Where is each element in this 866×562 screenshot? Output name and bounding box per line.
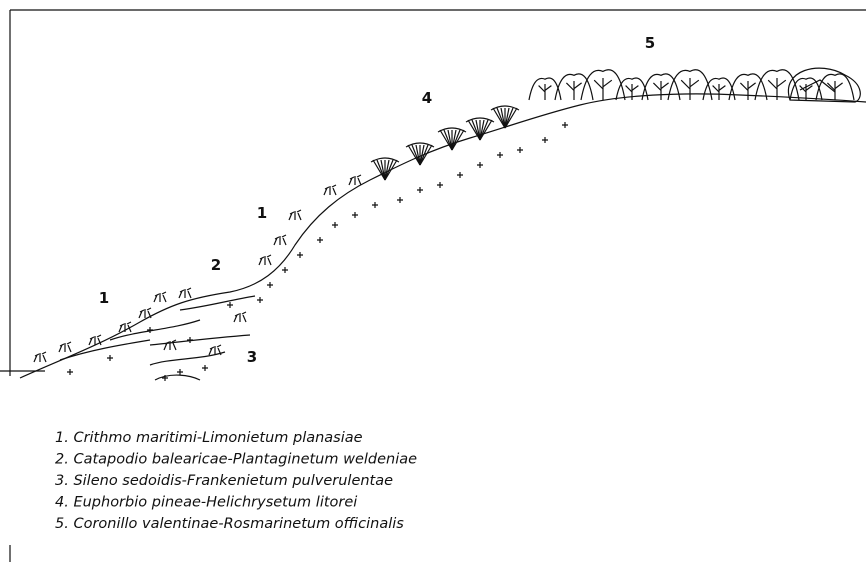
shrub — [528, 77, 562, 101]
cross — [542, 137, 548, 143]
tuft — [411, 144, 421, 166]
tuft — [439, 129, 453, 151]
rock-ledges — [59, 295, 256, 381]
tuft — [384, 159, 390, 181]
zone-label: 4 — [422, 89, 432, 107]
shrub — [815, 73, 855, 101]
legend: 1. Crithmo maritimi-Limonietum planasiae… — [55, 430, 417, 532]
cushion — [58, 341, 72, 353]
zone-label: 3 — [247, 348, 257, 366]
shrub — [641, 73, 681, 101]
tuft — [475, 119, 481, 141]
tuft — [372, 159, 386, 181]
cushion — [88, 334, 102, 346]
cushion — [288, 209, 302, 221]
cross — [517, 147, 523, 153]
shrub — [789, 77, 823, 101]
tuft — [380, 159, 386, 181]
tuft-top — [405, 142, 435, 148]
cross — [147, 327, 153, 333]
tuft-top — [370, 157, 400, 163]
tuft-top — [490, 105, 520, 111]
vegetation — [33, 67, 861, 381]
cushion — [118, 321, 132, 333]
tuft — [479, 119, 493, 141]
tuft — [419, 144, 433, 166]
shrub — [728, 73, 768, 101]
cross — [257, 297, 263, 303]
shrub — [667, 69, 713, 101]
shrub — [580, 69, 626, 101]
shrub — [615, 77, 649, 101]
tuft — [492, 107, 506, 129]
legend-item: 1. Crithmo maritimi-Limonietum planasiae — [55, 430, 363, 446]
legend-item: 5. Coronillo valentinae-Rosmarinetum off… — [55, 516, 404, 532]
cross — [297, 252, 303, 258]
zone-label: 1 — [257, 204, 267, 222]
tuft-top — [437, 127, 467, 133]
cross — [437, 182, 443, 188]
cross — [477, 162, 483, 168]
cross — [457, 172, 463, 178]
cross — [397, 197, 403, 203]
tuft — [467, 119, 481, 141]
cross — [177, 369, 183, 375]
zone-label: 1 — [99, 289, 109, 307]
cross — [497, 152, 503, 158]
cross — [372, 202, 378, 208]
cross — [162, 375, 168, 381]
cross — [317, 237, 323, 243]
cross — [187, 337, 193, 343]
tuft — [451, 129, 457, 151]
legend-item: 2. Catapodio balearicae-Plantaginetum we… — [55, 452, 417, 468]
cross — [267, 282, 273, 288]
tuft — [500, 107, 506, 129]
cross — [202, 365, 208, 371]
cross — [332, 222, 338, 228]
tuft — [471, 119, 481, 141]
tuft — [479, 119, 485, 141]
ground-profile — [19, 93, 866, 379]
cross — [107, 355, 113, 361]
legend-item: 3. Sileno sedoidis-Frankenietum pulverul… — [55, 473, 393, 489]
cushion — [178, 287, 192, 299]
tuft-top — [465, 117, 495, 123]
cushion — [348, 174, 362, 186]
zone-labels: 5 4 1 2 1 3 — [99, 34, 655, 366]
cushion — [233, 311, 247, 323]
tuft — [407, 144, 421, 166]
cross — [352, 212, 358, 218]
cross — [562, 122, 568, 128]
cushion — [323, 184, 337, 196]
tuft — [447, 129, 453, 151]
tuft — [504, 107, 510, 129]
cross — [227, 302, 233, 308]
zone-label: 2 — [211, 256, 221, 274]
zone-label: 5 — [645, 34, 655, 52]
cushion — [258, 254, 272, 266]
tuft — [419, 144, 425, 166]
shrub — [787, 67, 861, 103]
cross — [282, 267, 288, 273]
tuft — [496, 107, 506, 129]
tuft — [376, 159, 386, 181]
tuft — [443, 129, 453, 151]
cushion — [138, 307, 152, 319]
shrub — [702, 77, 736, 101]
cross — [417, 187, 423, 193]
cushion — [33, 351, 47, 363]
cross — [67, 369, 73, 375]
legend-item: 4. Euphorbio pineae-Helichrysetum litore… — [55, 495, 357, 511]
shrub — [754, 69, 800, 101]
tuft — [451, 129, 465, 151]
cushion — [208, 344, 222, 356]
cushion — [153, 291, 167, 303]
tuft — [415, 144, 421, 166]
cushion — [273, 234, 287, 246]
cushion — [163, 339, 177, 351]
tuft — [504, 107, 518, 129]
shrub — [554, 73, 594, 101]
tuft — [384, 159, 398, 181]
